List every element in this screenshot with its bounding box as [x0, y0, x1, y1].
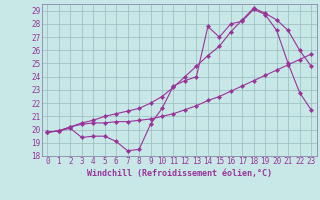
X-axis label: Windchill (Refroidissement éolien,°C): Windchill (Refroidissement éolien,°C): [87, 169, 272, 178]
